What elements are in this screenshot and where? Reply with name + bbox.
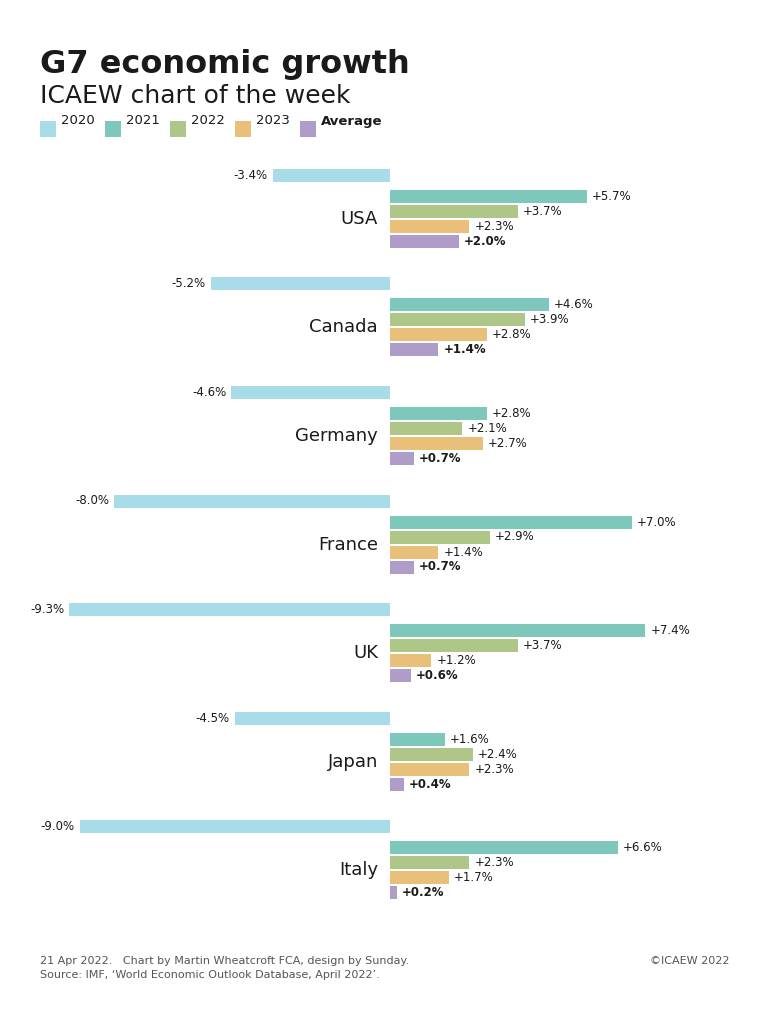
FancyBboxPatch shape — [390, 234, 459, 248]
Text: +2.0%: +2.0% — [464, 234, 507, 248]
FancyBboxPatch shape — [390, 313, 525, 327]
FancyBboxPatch shape — [390, 639, 518, 652]
Text: +1.7%: +1.7% — [454, 871, 493, 884]
Text: +1.6%: +1.6% — [450, 732, 490, 745]
Text: +0.4%: +0.4% — [409, 777, 452, 791]
FancyBboxPatch shape — [390, 298, 548, 311]
Text: -9.0%: -9.0% — [41, 820, 74, 834]
Text: -5.2%: -5.2% — [171, 278, 206, 291]
Text: +1.4%: +1.4% — [443, 343, 486, 356]
FancyBboxPatch shape — [390, 841, 617, 854]
Text: +2.3%: +2.3% — [475, 763, 514, 775]
FancyBboxPatch shape — [390, 205, 518, 218]
Text: -9.3%: -9.3% — [30, 603, 65, 616]
Text: 2020: 2020 — [61, 115, 94, 128]
Text: Italy: Italy — [339, 861, 378, 880]
FancyBboxPatch shape — [390, 560, 414, 573]
FancyBboxPatch shape — [210, 278, 390, 291]
Text: +6.6%: +6.6% — [623, 841, 663, 854]
Text: -3.4%: -3.4% — [233, 169, 268, 182]
FancyBboxPatch shape — [80, 820, 390, 834]
FancyBboxPatch shape — [300, 121, 316, 137]
FancyBboxPatch shape — [390, 515, 631, 528]
Text: -8.0%: -8.0% — [75, 495, 109, 508]
Text: +0.2%: +0.2% — [402, 886, 445, 899]
FancyBboxPatch shape — [235, 121, 251, 137]
FancyBboxPatch shape — [105, 121, 121, 137]
Text: +2.9%: +2.9% — [495, 530, 535, 544]
FancyBboxPatch shape — [390, 871, 449, 884]
Text: +5.7%: +5.7% — [591, 189, 631, 203]
FancyBboxPatch shape — [40, 121, 56, 137]
FancyBboxPatch shape — [390, 343, 439, 356]
Text: +7.4%: +7.4% — [650, 624, 690, 637]
FancyBboxPatch shape — [273, 169, 390, 182]
FancyBboxPatch shape — [390, 189, 587, 203]
Text: ©ICAEW 2022: ©ICAEW 2022 — [650, 956, 730, 966]
Text: +3.9%: +3.9% — [530, 313, 569, 327]
Text: UK: UK — [353, 644, 378, 663]
FancyBboxPatch shape — [390, 763, 469, 775]
Text: +2.8%: +2.8% — [492, 329, 531, 341]
FancyBboxPatch shape — [390, 437, 483, 450]
Text: 2021: 2021 — [126, 115, 160, 128]
Text: +1.2%: +1.2% — [436, 654, 476, 667]
FancyBboxPatch shape — [390, 669, 411, 682]
Text: 2022: 2022 — [191, 115, 225, 128]
Text: 21 Apr 2022.   Chart by Martin Wheatcroft FCA, design by Sunday.
Source: IMF, ‘W: 21 Apr 2022. Chart by Martin Wheatcroft … — [40, 956, 409, 980]
FancyBboxPatch shape — [170, 121, 186, 137]
FancyBboxPatch shape — [390, 407, 487, 420]
Text: Average: Average — [321, 115, 382, 128]
Text: France: France — [318, 536, 378, 554]
FancyBboxPatch shape — [390, 732, 445, 745]
FancyBboxPatch shape — [390, 856, 469, 869]
Text: G7 economic growth: G7 economic growth — [40, 49, 410, 80]
Text: 2023: 2023 — [256, 115, 290, 128]
Text: Japan: Japan — [328, 753, 378, 771]
FancyBboxPatch shape — [390, 329, 487, 341]
FancyBboxPatch shape — [390, 748, 473, 761]
Text: -4.5%: -4.5% — [196, 712, 230, 725]
FancyBboxPatch shape — [235, 712, 390, 725]
Text: ICAEW chart of the week: ICAEW chart of the week — [40, 84, 350, 108]
Text: +2.3%: +2.3% — [475, 220, 514, 232]
Text: +3.7%: +3.7% — [523, 639, 562, 652]
Text: +2.4%: +2.4% — [478, 748, 518, 761]
FancyBboxPatch shape — [390, 624, 645, 637]
Text: +0.7%: +0.7% — [419, 452, 462, 465]
Text: -4.6%: -4.6% — [192, 386, 227, 399]
Text: +7.0%: +7.0% — [637, 515, 676, 528]
FancyBboxPatch shape — [69, 603, 390, 616]
Text: +2.8%: +2.8% — [492, 407, 531, 420]
FancyBboxPatch shape — [114, 495, 390, 508]
Text: +1.4%: +1.4% — [443, 546, 483, 558]
Text: +4.6%: +4.6% — [554, 298, 594, 311]
FancyBboxPatch shape — [390, 886, 397, 899]
FancyBboxPatch shape — [231, 386, 390, 399]
FancyBboxPatch shape — [390, 530, 490, 544]
Text: Germany: Germany — [295, 427, 378, 445]
Text: +0.7%: +0.7% — [419, 560, 462, 573]
Text: USA: USA — [341, 210, 378, 227]
FancyBboxPatch shape — [390, 452, 414, 465]
FancyBboxPatch shape — [390, 777, 404, 791]
Text: +2.3%: +2.3% — [475, 856, 514, 869]
Text: +3.7%: +3.7% — [523, 205, 562, 218]
Text: +0.6%: +0.6% — [415, 669, 458, 682]
Text: Canada: Canada — [310, 318, 378, 336]
FancyBboxPatch shape — [390, 654, 432, 667]
Text: +2.7%: +2.7% — [488, 437, 528, 450]
Text: +2.1%: +2.1% — [468, 422, 507, 435]
FancyBboxPatch shape — [390, 422, 462, 435]
FancyBboxPatch shape — [390, 220, 469, 232]
FancyBboxPatch shape — [390, 546, 439, 558]
